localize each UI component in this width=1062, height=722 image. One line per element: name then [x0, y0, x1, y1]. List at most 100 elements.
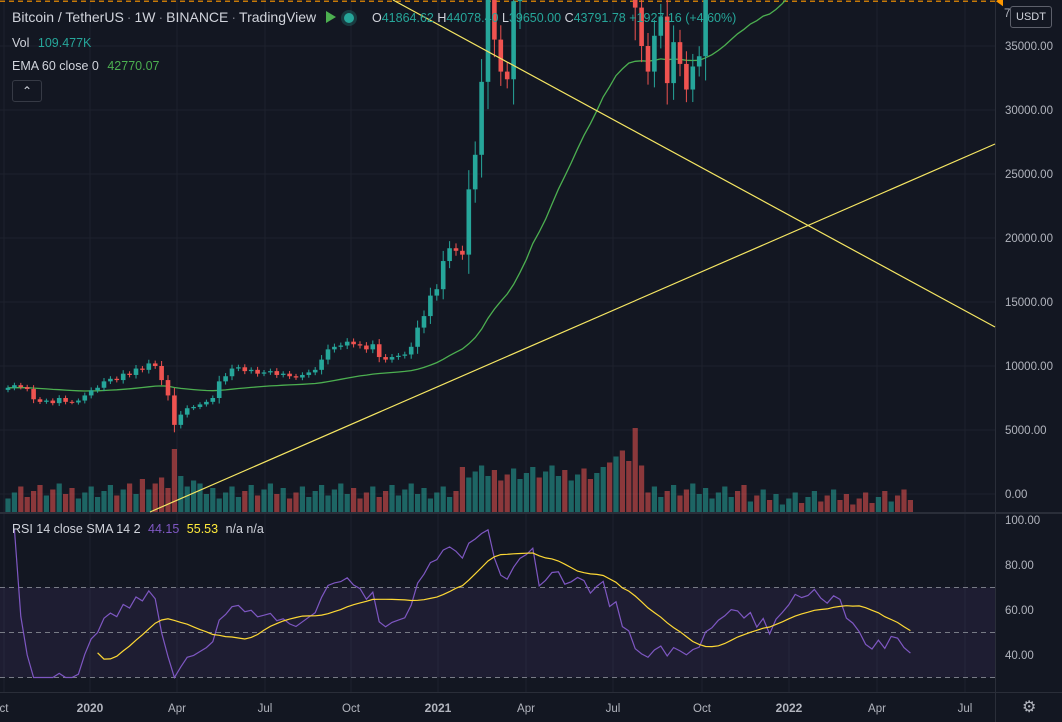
ema-legend[interactable]: EMA 60 close 0 42770.07	[12, 59, 160, 73]
price-tick-label: 30000.00	[1005, 105, 1053, 117]
volume-bar	[472, 471, 478, 512]
volume-bar	[453, 491, 459, 512]
volume-bar	[242, 491, 248, 512]
volume-bar	[120, 489, 126, 512]
volume-bar	[37, 485, 43, 512]
trend-line-down	[392, 0, 996, 328]
volume-bar	[607, 462, 613, 512]
candle-body	[88, 390, 94, 396]
volume-bar	[895, 495, 901, 512]
candle-body	[210, 398, 216, 402]
volume-bar	[741, 485, 747, 512]
candle-body	[287, 373, 292, 377]
candle-body	[101, 381, 107, 388]
candle-body	[223, 376, 228, 382]
volume-bar	[69, 488, 75, 512]
volume-bar	[728, 497, 734, 512]
symbol-name[interactable]: Bitcoin / TetherUS	[12, 9, 124, 25]
currency-button[interactable]: USDT	[1010, 6, 1052, 28]
volume-bar	[517, 479, 523, 512]
rsi-legend[interactable]: RSI 14 close SMA 14 2 44.15 55.53 n/a n/…	[12, 522, 264, 536]
volume-bar	[338, 483, 344, 512]
volume-bar	[319, 485, 325, 512]
candle-body	[408, 346, 414, 355]
candle-body	[178, 414, 184, 425]
candle-body	[357, 344, 363, 346]
rsi-sma-line	[97, 552, 911, 660]
volume-bar	[594, 473, 600, 512]
volume-value: 109.477K	[37, 36, 92, 50]
candle-body	[460, 250, 465, 255]
rsi-value: 44.15	[148, 522, 180, 536]
volume-bar	[223, 492, 229, 512]
candle-body	[466, 189, 472, 255]
volume-bar	[767, 500, 773, 512]
candle-body	[120, 373, 126, 381]
volume-bar	[5, 498, 11, 512]
gear-icon[interactable]: ⚙	[1022, 699, 1037, 716]
volume-bar	[235, 497, 241, 512]
price-tick-label: 25000.00	[1005, 169, 1053, 181]
volume-bar	[447, 497, 453, 512]
interval[interactable]: 1W	[134, 9, 156, 25]
candle-body	[383, 357, 388, 360]
candle-body	[504, 71, 510, 80]
volume-bar	[792, 492, 798, 512]
collapse-legend-button[interactable]: ⌃	[12, 80, 42, 102]
volume-bar	[191, 480, 197, 512]
candle-body	[652, 35, 657, 72]
candle-body	[658, 16, 664, 36]
volume-bar	[88, 486, 94, 512]
candle-body	[306, 372, 312, 375]
volume-bar	[133, 494, 139, 512]
volume-bar	[600, 467, 606, 512]
rsi-tick-label: 40.00	[1005, 650, 1034, 662]
volume-bar	[850, 504, 856, 512]
time-tick-label: Jul	[958, 703, 973, 715]
volume-legend[interactable]: Vol 109.477K	[12, 36, 92, 50]
volume-bar	[677, 495, 683, 512]
rsi-na: n/a n/a	[225, 522, 264, 536]
candle-body	[50, 400, 56, 404]
time-tick-label: ct	[0, 703, 9, 715]
candle-body	[396, 355, 401, 358]
price-tick-label: 15000.00	[1005, 297, 1053, 309]
candle-body	[82, 395, 88, 401]
volume-bar	[107, 485, 113, 512]
candle-body	[69, 401, 75, 403]
volume-bar	[555, 476, 561, 512]
volume-bar	[549, 465, 555, 512]
candle-body	[114, 378, 120, 381]
volume-bar	[735, 491, 741, 512]
candle-body	[325, 349, 331, 360]
volume-bar	[491, 470, 497, 512]
volume-bar	[261, 489, 267, 512]
candle-body	[95, 387, 100, 391]
candle-body	[255, 369, 260, 374]
volume-bar	[831, 489, 837, 512]
time-tick-label: Jul	[258, 703, 273, 715]
candle-body	[268, 371, 273, 373]
volume-bar	[498, 480, 504, 512]
volume-bar	[357, 498, 363, 512]
volume-bar	[255, 495, 261, 512]
volume-bar	[888, 501, 894, 512]
candle-body	[312, 369, 318, 373]
candle-body	[5, 387, 11, 390]
time-tick-label: Oct	[693, 703, 712, 715]
candle-body	[31, 389, 36, 400]
volume-bar	[18, 486, 24, 512]
volume-bar	[869, 503, 875, 512]
candle-body	[453, 248, 459, 251]
volume-bar	[863, 492, 869, 512]
volume-bar	[370, 486, 376, 512]
flag-icon[interactable]	[326, 11, 337, 23]
volume-bar	[427, 498, 433, 512]
time-tick-label: Apr	[517, 703, 535, 715]
candle-body	[300, 374, 305, 378]
volume-bar	[101, 491, 107, 512]
candle-body	[376, 344, 382, 358]
candle-body	[159, 366, 164, 381]
candle-body	[498, 39, 504, 72]
